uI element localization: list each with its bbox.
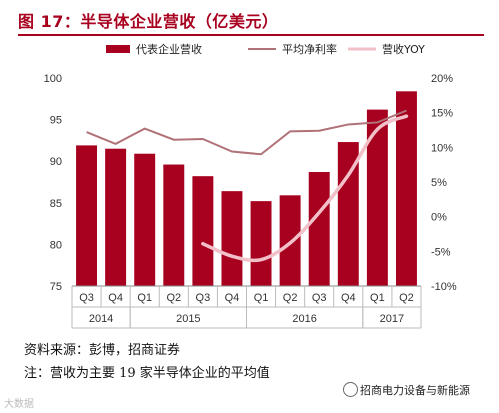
y-left-tick-label: 90	[50, 156, 62, 168]
revenue-bar	[337, 142, 359, 286]
y-axis-left: 75 80 85 90 95 100	[44, 73, 62, 293]
chart-legend: 代表企业营收 平均净利率 营收YOY	[106, 42, 425, 56]
x-tick-label: Q3	[196, 292, 211, 304]
revenue-bar	[279, 195, 301, 286]
legend-label-revenue: 代表企业营收	[136, 42, 202, 56]
x-tick-label: Q2	[283, 292, 298, 304]
source-note: 资料来源：彭博，招商证券	[24, 343, 181, 358]
revenue-bar	[134, 153, 156, 286]
yoy-line	[201, 114, 409, 263]
revenue-bar	[221, 191, 243, 286]
x-tick-label: Q4	[225, 292, 240, 304]
revenue-bar	[366, 109, 388, 286]
y-right-tick-label: 15%	[431, 108, 453, 120]
x-tick-label: Q4	[108, 292, 123, 304]
y-axis-right: -10% -5% 0% 5% 10% 15% 20%	[431, 73, 457, 293]
y-left-tick-label: 75	[50, 281, 62, 293]
y-left-tick-label: 80	[50, 239, 62, 251]
x-tick-label: Q1	[254, 292, 269, 304]
chart-title: 图 17：半导体企业营收（亿美元）	[18, 12, 279, 31]
x-tick-label: Q2	[399, 292, 414, 304]
y-right-tick-label: 10%	[431, 142, 453, 154]
revenue-bar	[163, 164, 185, 286]
revenue-bar	[105, 148, 127, 286]
legend-swatch-revenue	[106, 45, 130, 53]
watermark: 大数据	[4, 399, 34, 410]
year-label: 2016	[292, 313, 316, 325]
year-label: 2015	[176, 313, 200, 325]
margin-line	[86, 109, 407, 156]
revenue-bar	[192, 176, 214, 286]
line-series	[86, 109, 409, 263]
x-tick-label: Q3	[312, 292, 327, 304]
legend-label-margin: 平均净利率	[282, 42, 337, 56]
brand-label: 招商电力设备与新能源	[360, 384, 470, 397]
y-right-tick-label: 20%	[431, 73, 453, 85]
y-right-tick-label: 5%	[431, 177, 447, 189]
wechat-icon	[343, 382, 358, 397]
revenue-bar	[308, 172, 330, 286]
revenue-bar	[395, 91, 417, 286]
y-left-tick-label: 100	[44, 73, 62, 85]
y-right-tick-label: -5%	[431, 246, 451, 258]
y-left-tick-label: 85	[50, 198, 62, 210]
y-right-tick-label: -10%	[431, 281, 457, 293]
revenue-bar	[76, 145, 98, 286]
x-tick-label: Q2	[166, 292, 181, 304]
year-label: 2017	[380, 313, 404, 325]
title-divider	[18, 34, 484, 36]
bar-series	[76, 91, 417, 286]
revenue-chart: 代表企业营收 平均净利率 营收YOY 75 80 85 90 95 100 -10% -5%…	[44, 42, 457, 329]
legend-label-yoy: 营收YOY	[382, 42, 425, 56]
x-tick-label: Q4	[341, 292, 356, 304]
x-tick-label: Q3	[79, 292, 94, 304]
x-tick-label: Q1	[370, 292, 385, 304]
footnote: 注：营收为主要 19 家半导体企业的平均值	[24, 366, 270, 381]
revenue-bar	[250, 201, 272, 286]
y-right-tick-label: 0%	[431, 212, 447, 224]
x-tick-label: Q1	[137, 292, 152, 304]
y-left-tick-label: 95	[50, 115, 62, 127]
year-label: 2014	[89, 313, 113, 325]
x-axis: Q3 Q4 Q1 Q2 Q3 Q4 Q1 Q2 Q3 Q4 Q1 Q2 2014 2015 2016 2017	[71, 285, 422, 329]
